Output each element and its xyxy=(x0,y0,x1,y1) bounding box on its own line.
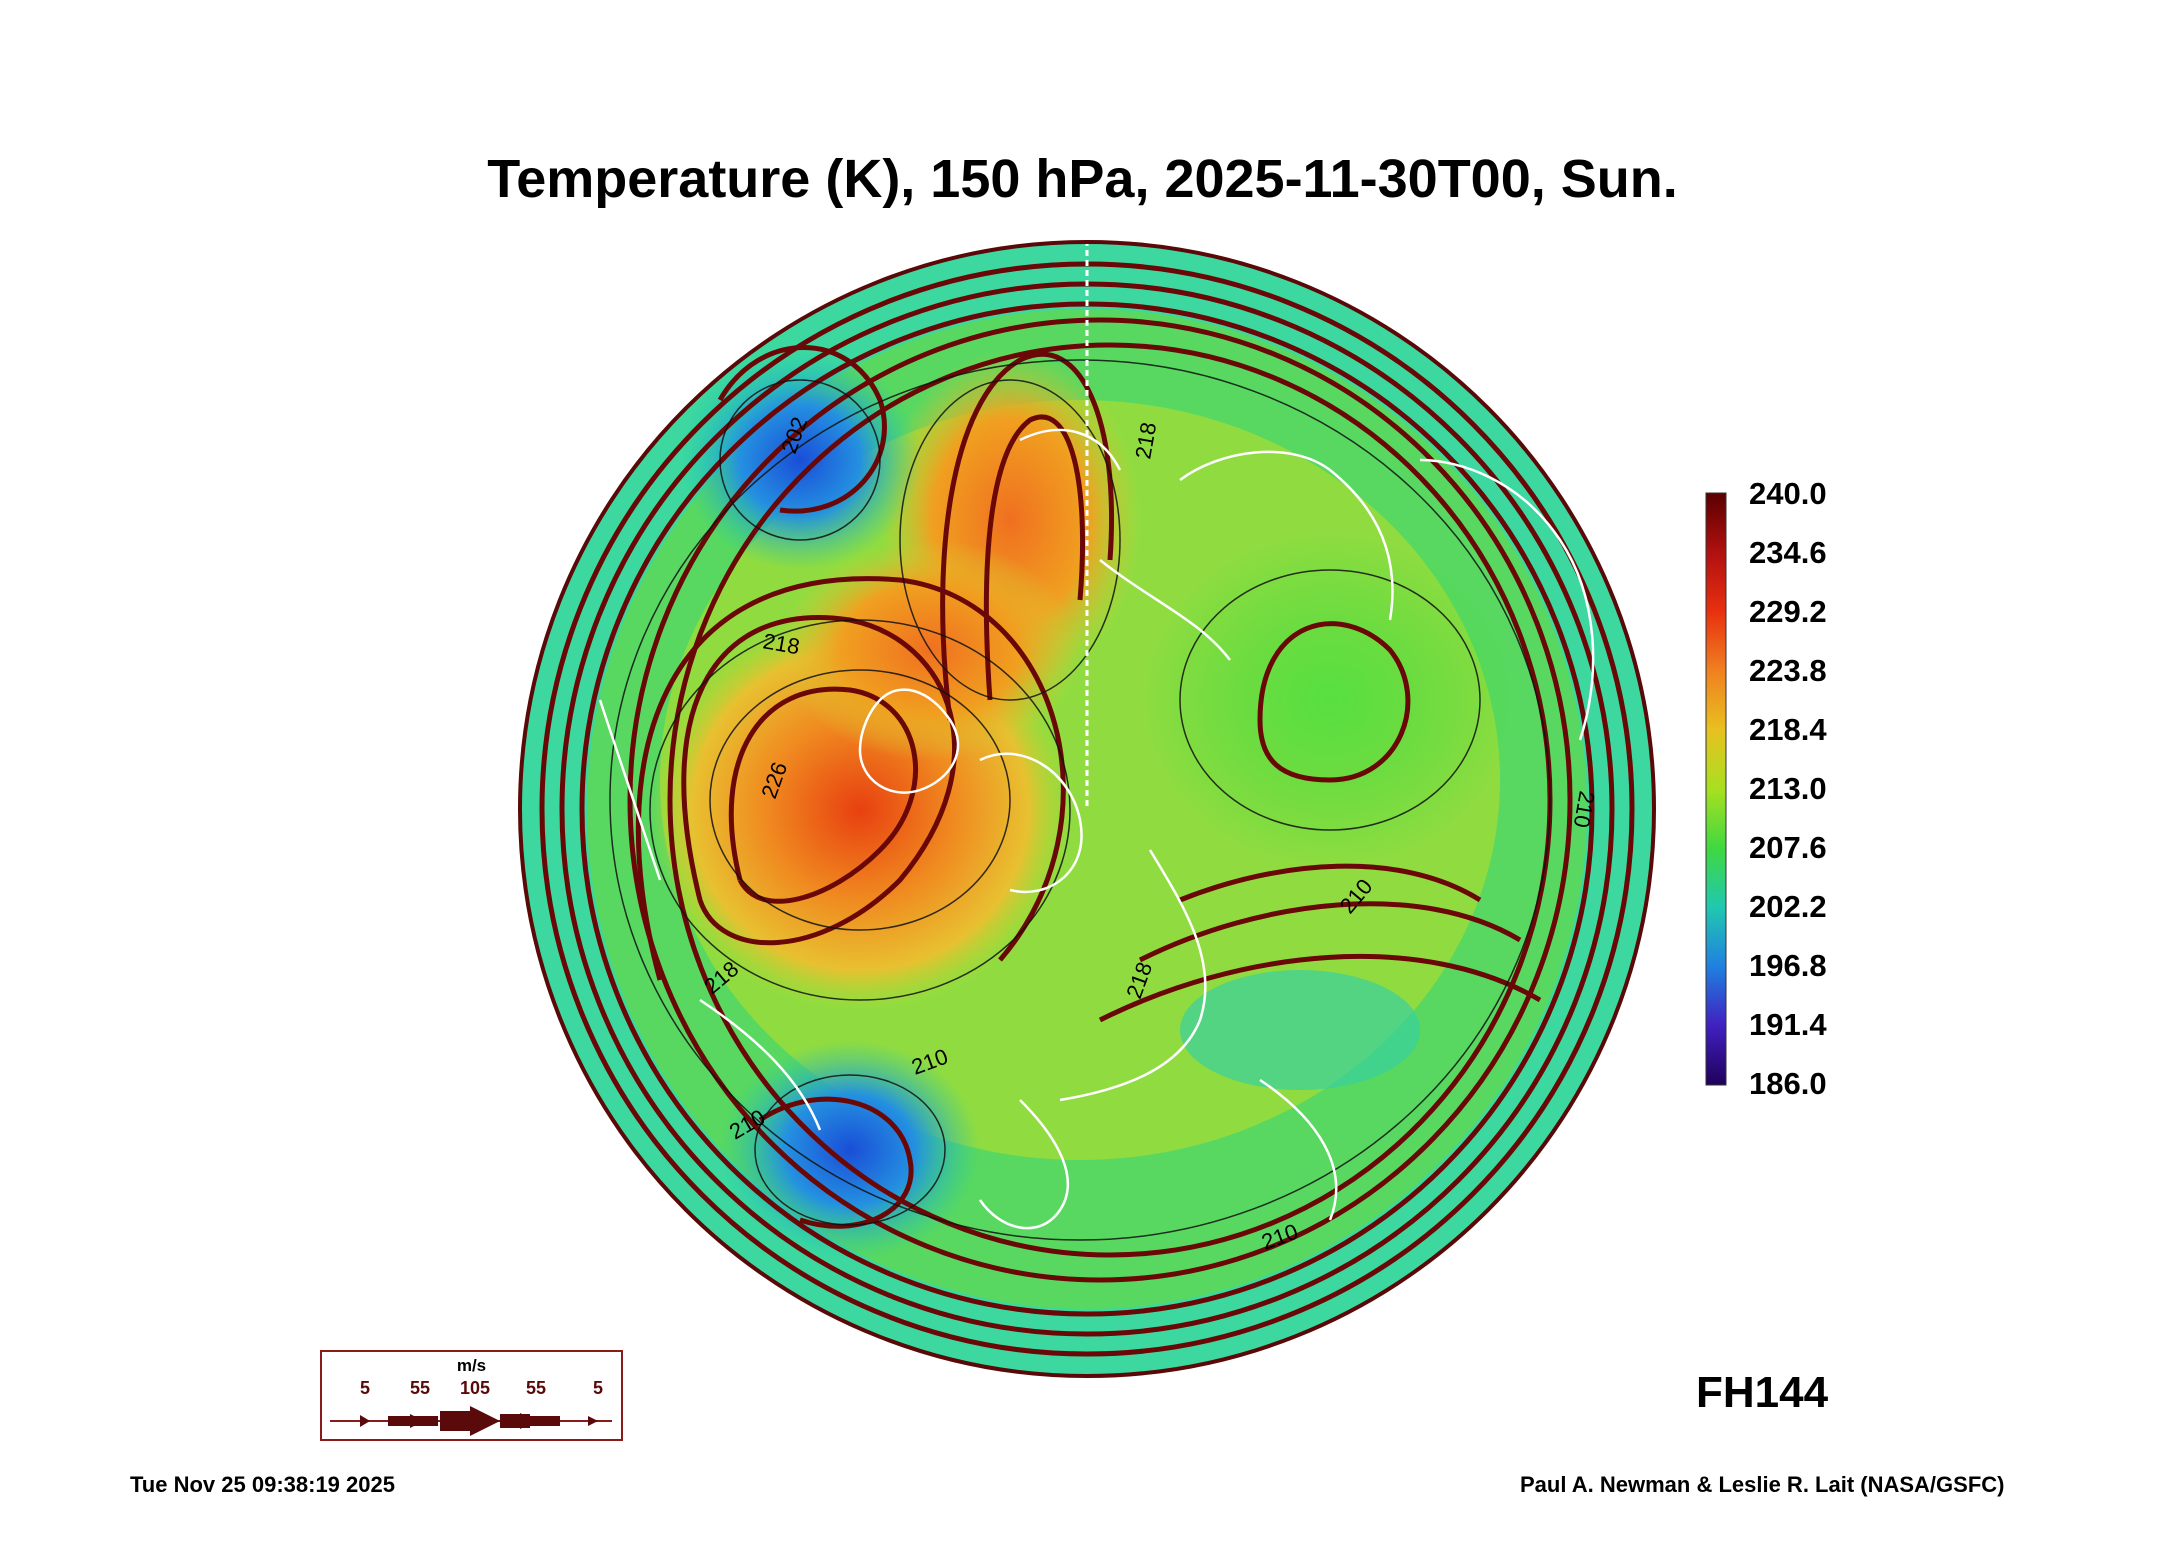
temperature-field: 202 218 218 226 218 210 210 210 218 210 … xyxy=(520,242,1654,1376)
map-title: Temperature (K), 150 hPa, 2025-11-30T00,… xyxy=(487,149,1678,209)
colorbar-tick: 202.2 xyxy=(1749,889,1827,924)
map-border xyxy=(518,240,1656,1378)
colorbar-tick: 191.4 xyxy=(1749,1007,1827,1042)
colorbar-tick: 240.0 xyxy=(1749,476,1827,511)
wind-legend: m/s 5 55 105 55 5 xyxy=(320,1350,623,1441)
colorbar-tick: 229.2 xyxy=(1749,594,1827,629)
colorbar-tick: 186.0 xyxy=(1749,1066,1827,1101)
colorbar-tick: 223.8 xyxy=(1749,653,1827,688)
coastlines xyxy=(598,428,1595,1230)
forecast-hour-label: FH144 xyxy=(1696,1368,1829,1417)
colorbar-tick: 213.0 xyxy=(1749,771,1827,806)
wind-legend-value: 5 xyxy=(592,1378,604,1398)
colorbar xyxy=(1705,492,1727,1086)
wind-legend-value: 5 xyxy=(359,1378,371,1398)
colorbar-tick: 234.6 xyxy=(1749,535,1827,570)
colorbar-tick: 196.8 xyxy=(1749,948,1827,983)
credit: Paul A. Newman & Leslie R. Lait (NASA/GS… xyxy=(1520,1472,2005,1497)
temperature-contours xyxy=(609,359,1551,1241)
wind-legend-value: 55 xyxy=(525,1378,547,1398)
colorbar-tick: 207.6 xyxy=(1749,830,1827,865)
wind-legend-arrow xyxy=(330,1406,612,1436)
wind-legend-value: 55 xyxy=(409,1378,431,1398)
colorbar-tick: 218.4 xyxy=(1749,712,1827,747)
timestamp: Tue Nov 25 09:38:19 2025 xyxy=(130,1472,395,1497)
wind-legend-value: 105 xyxy=(459,1378,491,1398)
wind-legend-unit: m/s xyxy=(456,1356,487,1375)
